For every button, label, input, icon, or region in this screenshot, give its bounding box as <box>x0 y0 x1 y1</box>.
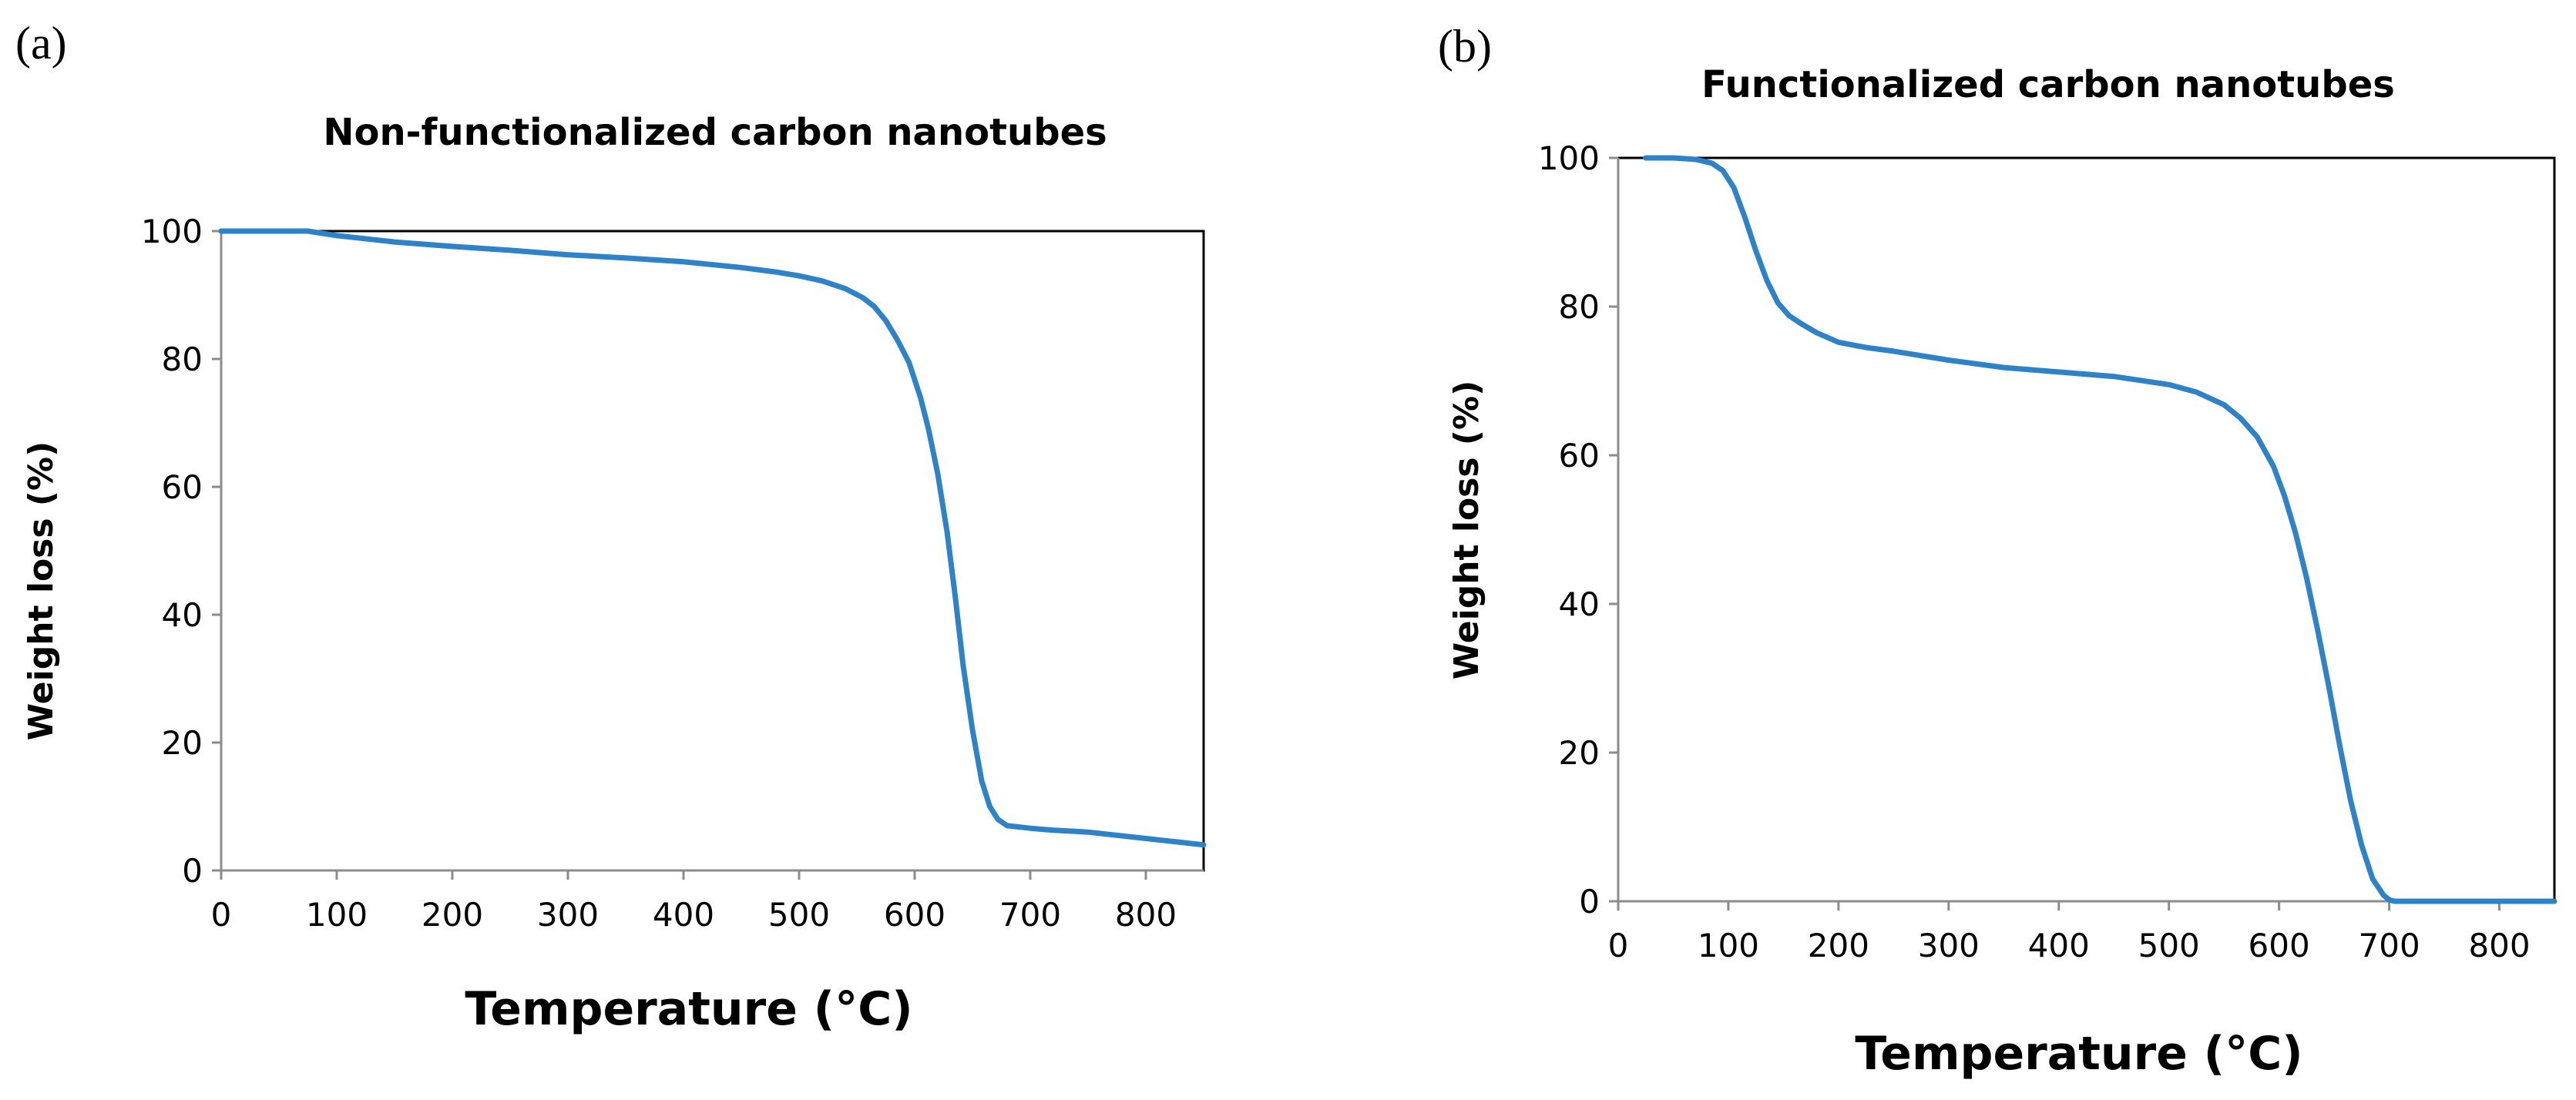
panel-label-a: (a) <box>15 18 67 69</box>
y-ticks-a: 0 20 40 60 80 100 <box>141 213 223 890</box>
x-ticks-b: 0 100 200 300 400 500 600 700 800 <box>1608 900 2554 964</box>
chart-title-b: Functionalized carbon nanotubes <box>1701 63 2395 106</box>
x-tick-label-b: 100 <box>1698 927 1759 964</box>
y-axis-label-b: Weight loss (%) <box>1447 381 1486 679</box>
x-tick-label-a: 0 <box>211 896 232 934</box>
y-tick-label-a: 80 <box>162 340 203 378</box>
x-tick-label-b: 0 <box>1608 927 1629 964</box>
y-tick-label-b: 40 <box>1559 585 1600 623</box>
x-axis-label-b: Temperature (°C) <box>1855 1027 2302 1081</box>
y-tick-label-b: 0 <box>1579 883 1600 921</box>
x-tick-label-a: 500 <box>768 896 830 934</box>
x-tick-label-b: 400 <box>2028 927 2090 964</box>
y-tick-label-b: 60 <box>1559 437 1600 475</box>
x-ticks-a: 0 100 200 300 400 500 600 700 800 <box>211 869 1204 934</box>
plot-frame-b <box>1617 156 2556 903</box>
x-tick-label-b: 800 <box>2468 927 2530 964</box>
x-tick-label-b: 500 <box>2138 927 2200 964</box>
y-axis-label-a: Weight loss (%) <box>22 441 61 740</box>
x-tick-label-a: 800 <box>1115 896 1177 934</box>
y-tick-label-a: 0 <box>182 852 203 890</box>
x-tick-label-a: 700 <box>999 896 1061 934</box>
x-tick-label-a: 400 <box>653 896 714 934</box>
y-tick-label-a: 20 <box>162 724 203 762</box>
x-tick-label-a: 600 <box>884 896 945 934</box>
y-tick-label-b: 20 <box>1559 734 1600 772</box>
x-axis-label-a: Temperature (°C) <box>465 982 912 1036</box>
chart-title-a: Non-functionalized carbon nanotubes <box>323 111 1107 154</box>
panel-label-b: (b) <box>1438 21 1492 72</box>
x-tick-label-a: 200 <box>421 896 483 934</box>
x-tick-label-b: 200 <box>1808 927 1869 964</box>
y-tick-label-a: 60 <box>162 468 203 506</box>
x-tick-label-b: 600 <box>2249 927 2310 964</box>
chart-panel-b: (b) Functionalized carbon nanotubes 0 20 4… <box>1438 21 2558 1081</box>
x-tick-label-b: 700 <box>2359 927 2420 964</box>
chart-panel-a: (a) Non-functionalized carbon nanotubes … <box>15 18 1207 1036</box>
y-tick-label-b: 100 <box>1538 139 1600 177</box>
x-tick-label-a: 100 <box>306 896 368 934</box>
series-line-b <box>1643 155 2558 904</box>
x-tick-label-b: 300 <box>1918 927 1980 964</box>
y-ticks-b: 0 20 40 60 80 100 <box>1538 139 1620 921</box>
y-tick-label-a: 40 <box>162 596 203 634</box>
series-line-a <box>218 228 1207 848</box>
plot-frame-a <box>220 230 1205 872</box>
y-tick-label-a: 100 <box>141 213 203 250</box>
x-tick-label-a: 300 <box>537 896 599 934</box>
y-tick-label-b: 80 <box>1559 288 1600 326</box>
